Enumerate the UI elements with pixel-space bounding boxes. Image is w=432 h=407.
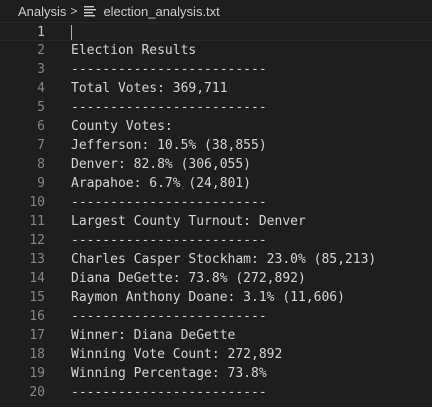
breadcrumb-file[interactable]: election_analysis.txt — [103, 3, 220, 19]
line-number: 6 — [37, 119, 45, 134]
line-number: 10 — [29, 195, 45, 210]
line-number: 1 — [37, 25, 45, 40]
text-editor[interactable]: 1 2 Election Results 3 ---------------------… — [0, 22, 432, 407]
line-text: Denver: 82.8% (306,055) — [71, 157, 252, 172]
code-line[interactable]: 20 ------------------------- — [0, 383, 432, 402]
line-number: 5 — [37, 100, 45, 115]
line-number: 2 — [37, 43, 45, 58]
line-number: 14 — [29, 271, 45, 286]
line-number: 12 — [29, 233, 45, 248]
text-cursor — [71, 25, 72, 40]
code-line[interactable]: 9 Arapahoe: 6.7% (24,801) — [0, 174, 432, 193]
line-text: ------------------------- — [71, 195, 267, 210]
code-line[interactable]: 8 Denver: 82.8% (306,055) — [0, 155, 432, 174]
line-text: Charles Casper Stockham: 23.0% (85,213) — [71, 252, 377, 267]
code-line[interactable]: 1 — [0, 22, 432, 41]
line-text: Arapahoe: 6.7% (24,801) — [71, 176, 252, 191]
code-line[interactable]: 3 ------------------------- — [0, 60, 432, 79]
code-line[interactable]: 10 ------------------------- — [0, 193, 432, 212]
line-text: ------------------------- — [71, 233, 267, 248]
line-number: 19 — [29, 366, 45, 381]
code-line[interactable]: 5 ------------------------- — [0, 98, 432, 117]
line-number: 17 — [29, 328, 45, 343]
line-text: Election Results — [71, 43, 197, 58]
code-line[interactable]: 6 County Votes: — [0, 117, 432, 136]
line-text: Diana DeGette: 73.8% (272,892) — [71, 271, 306, 286]
line-number: 16 — [29, 309, 45, 324]
line-text: Winning Percentage: 73.8% — [71, 366, 267, 381]
code-line[interactable]: 11 Largest County Turnout: Denver — [0, 212, 432, 231]
line-text: Winning Vote Count: 272,892 — [71, 347, 283, 362]
breadcrumb-folder[interactable]: Analysis — [18, 3, 67, 19]
line-text: Raymon Anthony Doane: 3.1% (11,606) — [71, 290, 345, 305]
code-line[interactable]: 12 ------------------------- — [0, 231, 432, 250]
line-text: Jefferson: 10.5% (38,855) — [71, 138, 267, 153]
chevron-right-icon: > — [70, 4, 78, 18]
code-line[interactable]: 15 Raymon Anthony Doane: 3.1% (11,606) — [0, 288, 432, 307]
line-number: 3 — [37, 62, 45, 77]
code-line[interactable]: 19 Winning Percentage: 73.8% — [0, 364, 432, 383]
line-number: 7 — [37, 138, 45, 153]
code-line[interactable]: 13 Charles Casper Stockham: 23.0% (85,213… — [0, 250, 432, 269]
code-line[interactable]: 2 Election Results — [0, 41, 432, 60]
line-number: 11 — [29, 214, 45, 229]
line-text: ------------------------- — [71, 62, 267, 77]
line-text: ------------------------- — [71, 309, 267, 324]
line-text: Largest County Turnout: Denver — [71, 214, 306, 229]
line-text: ------------------------- — [71, 385, 267, 400]
code-line[interactable]: 14 Diana DeGette: 73.8% (272,892) — [0, 269, 432, 288]
code-line[interactable]: 17 Winner: Diana DeGette — [0, 326, 432, 345]
text-file-icon — [84, 6, 97, 17]
line-number: 20 — [29, 385, 45, 400]
line-number: 9 — [37, 176, 45, 191]
line-number: 4 — [37, 81, 45, 96]
line-text: County Votes: — [71, 119, 173, 134]
line-text: Winner: Diana DeGette — [71, 328, 236, 343]
line-number: 8 — [37, 157, 45, 172]
line-text: Total Votes: 369,711 — [71, 81, 228, 96]
line-text: ------------------------- — [71, 100, 267, 115]
line-number: 13 — [29, 252, 45, 267]
line-number: 15 — [29, 290, 45, 305]
breadcrumb: Analysis > election_analysis.txt — [0, 0, 432, 22]
line-number: 18 — [29, 347, 45, 362]
code-line[interactable]: 16 ------------------------- — [0, 307, 432, 326]
code-line[interactable]: 18 Winning Vote Count: 272,892 — [0, 345, 432, 364]
code-line[interactable]: 7 Jefferson: 10.5% (38,855) — [0, 136, 432, 155]
code-line[interactable]: 4 Total Votes: 369,711 — [0, 79, 432, 98]
